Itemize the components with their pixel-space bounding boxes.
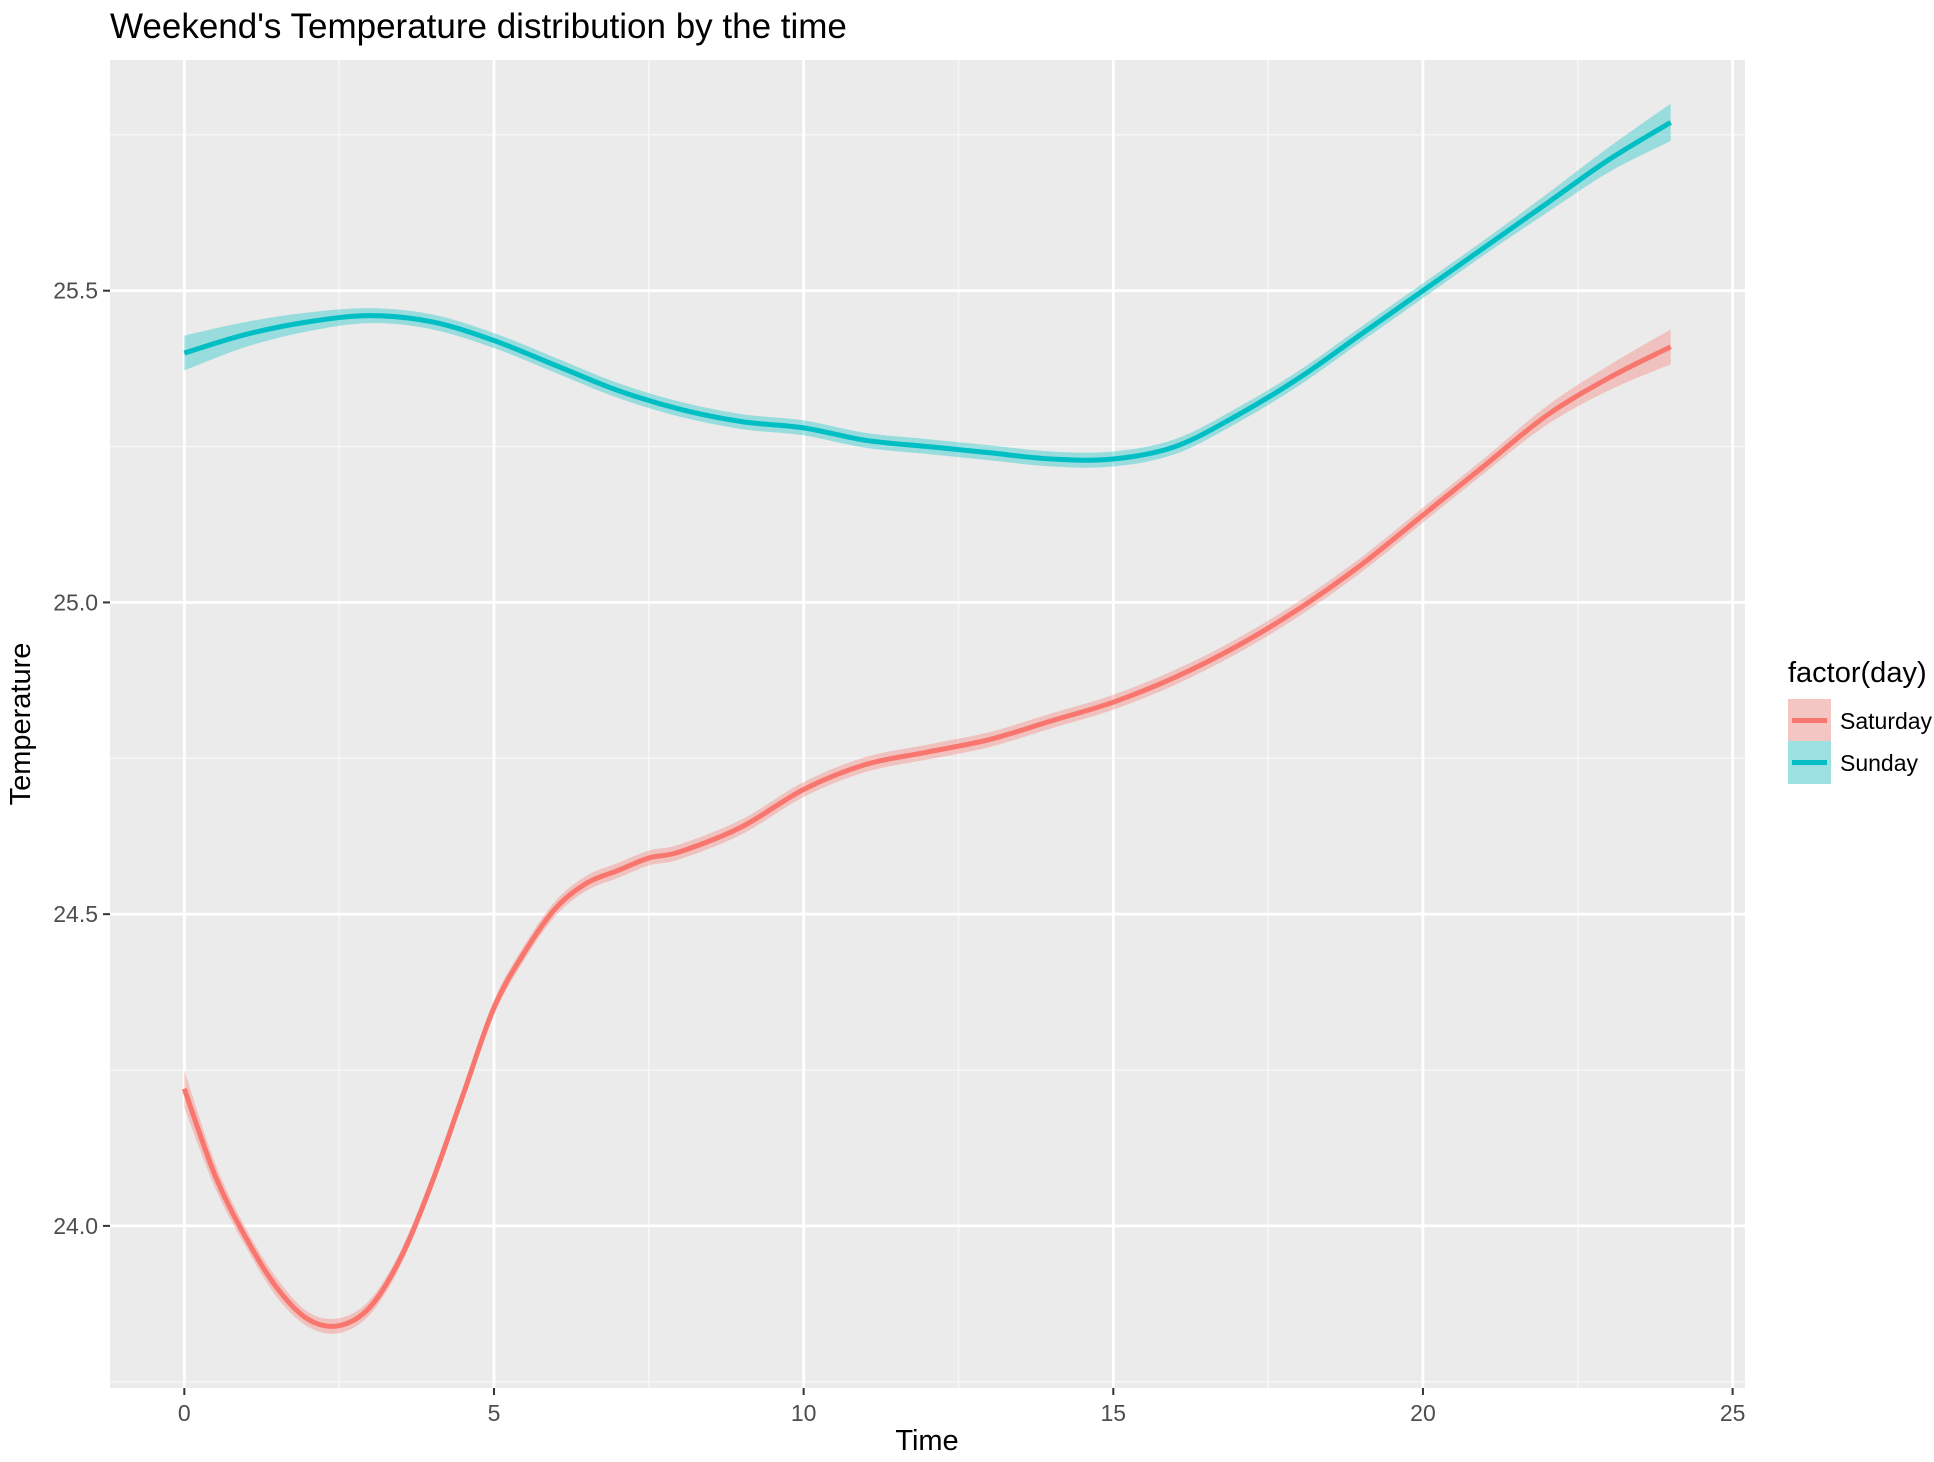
x-tick-label: 15 (1100, 1400, 1126, 1426)
legend-item-saturday: Saturday (1788, 699, 1933, 742)
y-tick-label: 24.0 (53, 1213, 98, 1239)
series-lines (181, 120, 1672, 1329)
x-tick-label: 0 (178, 1400, 191, 1426)
legend-title: factor(day) (1788, 657, 1927, 689)
series-line-sunday (183, 120, 1672, 463)
series-line-saturday (181, 344, 1672, 1329)
legend: factor(day) Saturday Sunday (1788, 657, 1933, 784)
y-axis-title: Temperature (5, 643, 37, 806)
y-tick-label: 24.5 (53, 901, 98, 927)
x-tick-label: 5 (488, 1400, 501, 1426)
grid-major (110, 60, 1745, 1388)
x-tick-label: 10 (791, 1400, 817, 1426)
x-axis-title: Time (895, 1425, 958, 1457)
legend-label: Sunday (1840, 750, 1919, 776)
y-tick-label: 25.5 (53, 278, 98, 304)
plot-panel (110, 60, 1745, 1388)
confidence-band-saturday (184, 329, 1671, 1334)
legend-item-sunday: Sunday (1788, 741, 1919, 784)
y-tick-label: 25.0 (53, 589, 98, 615)
legend-items: Saturday Sunday (1788, 699, 1933, 784)
x-tick-label: 20 (1410, 1400, 1436, 1426)
legend-label: Saturday (1840, 708, 1933, 734)
y-axis-ticks: 24.0 24.5 25.0 25.5 (53, 278, 110, 1239)
chart-title: Weekend's Temperature distribution by th… (110, 7, 847, 46)
x-tick-label: 25 (1720, 1400, 1746, 1426)
x-axis-ticks: 0 5 10 15 20 25 (178, 1388, 1745, 1426)
